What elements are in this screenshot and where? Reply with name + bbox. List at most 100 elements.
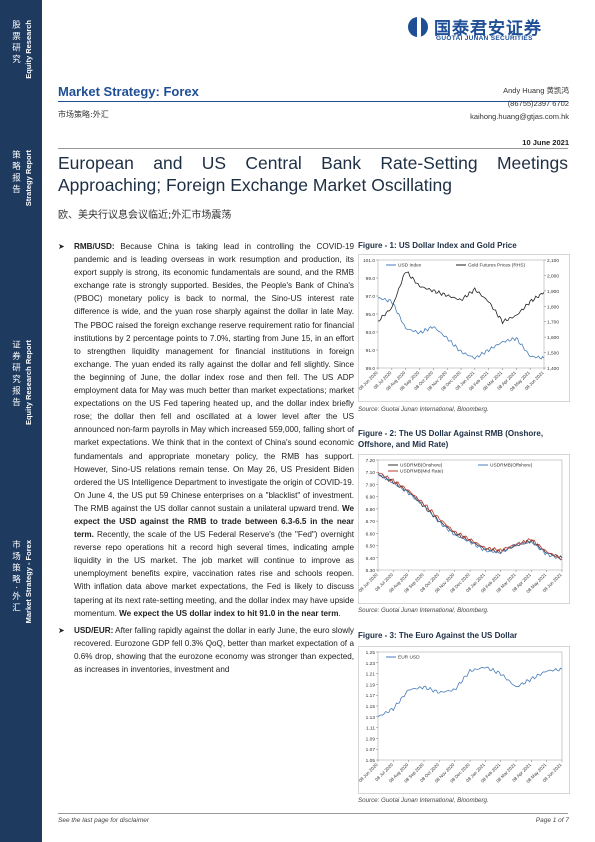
header-divider — [58, 101, 568, 102]
y-tick-label: 1.07 — [366, 747, 376, 753]
logo-en-text: GUOTAI JUNAN SECURITIES — [436, 35, 533, 42]
y-tick-label: 1.15 — [366, 704, 376, 710]
section-subtitle-cn: 市场策略:外汇 — [58, 110, 109, 119]
sidebar-cjk-label: 股票研究 — [10, 20, 21, 66]
chart-frame — [358, 254, 570, 402]
paragraph-rmb-usd: ➤ RMB/USD: Because China is taking lead … — [58, 240, 354, 620]
figure-1-chart: 101.0 99.0 97.0 95.0 93.0 91.0 89.0 2,100 2,000 1… — [358, 254, 570, 402]
figure-1-title: Figure - 1: US Dollar Index and Gold Pri… — [358, 241, 517, 250]
y-tick-label: 97.0 — [366, 294, 376, 300]
figure-3-source: Source: Guotai Junan International, Bloo… — [358, 797, 489, 804]
y-tick-label: 7.10 — [366, 470, 376, 476]
bullet-arrow-icon: ➤ — [58, 625, 65, 635]
y2-tick-label: 1,500 — [547, 351, 559, 357]
company-logo: 国泰君安证券 — [408, 14, 542, 39]
y-tick-label: 99.0 — [366, 276, 376, 282]
legend-label: EUR USD — [398, 655, 420, 661]
y2-tick-label: 1,600 — [547, 335, 559, 341]
footer-divider — [58, 813, 568, 814]
body-column: ➤ RMB/USD: Because China is taking lead … — [58, 240, 354, 677]
y-tick-label: 1.05 — [366, 758, 376, 764]
sidebar-en-label: Strategy Report — [23, 150, 33, 207]
section-title: Market Strategy: Forex — [58, 84, 199, 99]
figure-2-chart: 7.20 7.10 7.00 6.90 6.80 6.70 6.60 6.50 6.40 6.30… — [358, 454, 570, 604]
para-label: USD/EUR: — [74, 625, 114, 635]
y2-tick-label: 1,800 — [547, 304, 559, 310]
y-tick-label: 6.70 — [366, 519, 376, 525]
y2-tick-label: 1,900 — [547, 289, 559, 295]
sidebar-en-label: Equity Research Report — [23, 340, 33, 426]
report-date: 10 June 2021 — [522, 138, 569, 147]
sidebar-block-strategy-report: 策略报告 Strategy Report — [0, 150, 42, 260]
para-label: RMB/USD: — [74, 242, 115, 251]
figure-3-title: Figure - 3: The Euro Against the US Doll… — [358, 631, 518, 640]
chart-frame — [358, 646, 570, 794]
series-line — [377, 471, 563, 561]
sidebar-cjk-label: 证券研究报告 — [10, 340, 21, 409]
figure-2-title: Figure - 2: The US Dollar Against RMB (O… — [358, 429, 544, 449]
y2-tick-label: 2,000 — [547, 273, 559, 279]
report-title-cn: 欧、美央行议息会议临近;外汇市场震荡 — [58, 210, 232, 221]
y-tick-label: 1.25 — [366, 650, 376, 656]
sidebar-cjk-label: 策略报告 — [10, 150, 21, 196]
y-tick-label: 1.13 — [366, 715, 376, 721]
legend-label: USDRMB(Mid Rate) — [400, 469, 444, 475]
y2-tick-label: 2,100 — [547, 258, 559, 264]
series-line — [377, 666, 563, 718]
y-tick-label: 6.80 — [366, 507, 376, 513]
sidebar-en-label: Equity Research — [23, 20, 33, 79]
left-sidebar: 股票研究 Equity Research 策略报告 Strategy Repor… — [0, 0, 42, 842]
para-end: . — [338, 608, 341, 618]
y-tick-label: 91.0 — [366, 348, 376, 354]
y-tick-label: 89.0 — [366, 366, 376, 372]
y-tick-label: 93.0 — [366, 330, 376, 336]
y-tick-label: 6.90 — [366, 495, 376, 501]
series-line — [377, 271, 545, 325]
y-tick-label: 101.0 — [363, 258, 375, 264]
para-emphasis: We expect the USD against the RMB to tra… — [74, 503, 354, 540]
date-divider — [58, 148, 568, 149]
figure-2-source: Source: Guotai Junan International, Bloo… — [358, 607, 489, 614]
figure-3-chart: 1.25 1.23 1.21 1.19 1.17 1.15 1.13 1.11 1.09 1.07… — [358, 646, 570, 794]
y2-tick-label: 1,400 — [547, 366, 559, 372]
y-tick-label: 6.50 — [366, 544, 376, 550]
author-phone: (86755)2397 6702 — [507, 99, 569, 108]
y-tick-label: 7.20 — [366, 458, 376, 464]
para-text: After falling rapidly against the dollar… — [74, 625, 354, 674]
sidebar-en-label: Market Strategy - Forex — [23, 540, 33, 624]
y2-tick-label: 1,700 — [547, 320, 559, 326]
author-name: Andy Huang 黄凯鸿 — [503, 86, 569, 95]
legend-label: USDRMB(Offshore) — [490, 463, 533, 469]
logo-cn-text: 国泰君安证券 — [434, 19, 542, 39]
para-emphasis: We expect the US dollar index to hit 91.… — [119, 608, 339, 618]
author-email[interactable]: kaihong.huang@gtjas.com.hk — [470, 112, 569, 121]
y-tick-label: 1.23 — [366, 661, 376, 667]
y-tick-label: 1.19 — [366, 682, 376, 688]
bullet-arrow-icon: ➤ — [58, 242, 65, 251]
y-tick-label: 95.0 — [366, 312, 376, 318]
series-line — [377, 297, 545, 360]
page-number: Page 1 of 7 — [535, 817, 569, 824]
sidebar-block-market-strategy: 市场策略·外汇 Market Strategy - Forex — [0, 540, 42, 670]
y-tick-label: 7.00 — [366, 482, 376, 488]
sidebar-block-equity-research: 股票研究 Equity Research — [0, 20, 42, 130]
sidebar-block-equity-research-report: 证券研究报告 Equity Research Report — [0, 340, 42, 460]
paragraph-usd-eur: ➤ USD/EUR: After falling rapidly against… — [58, 624, 354, 676]
legend-label: USD Index — [398, 263, 422, 269]
figure-1-source: Source: Guotai Junan International, Bloo… — [358, 406, 489, 413]
author-contact: Andy Huang 黄凯鸿 (86755)2397 6702 kaihong.… — [470, 84, 569, 123]
y-tick-label: 1.09 — [366, 736, 376, 742]
y-tick-label: 1.11 — [366, 726, 375, 732]
para-text: Recently, the scale of the US Federal Re… — [74, 530, 354, 618]
logo-mark-icon — [408, 16, 428, 37]
report-title: European and US Central Bank Rate-Settin… — [58, 153, 568, 195]
footer-disclaimer[interactable]: See the last page for disclaimer — [58, 817, 150, 824]
sidebar-cjk-label: 市场策略·外汇 — [10, 540, 21, 615]
y-tick-label: 6.30 — [366, 568, 376, 574]
y-tick-label: 1.17 — [366, 693, 376, 699]
legend-label: Gold Futures Prices (RHS) — [468, 263, 525, 269]
para-text: Because China is taking lead in controll… — [74, 242, 355, 513]
y-tick-label: 6.40 — [366, 556, 376, 562]
y-tick-label: 6.60 — [366, 531, 376, 537]
y-tick-label: 1.21 — [366, 672, 376, 678]
